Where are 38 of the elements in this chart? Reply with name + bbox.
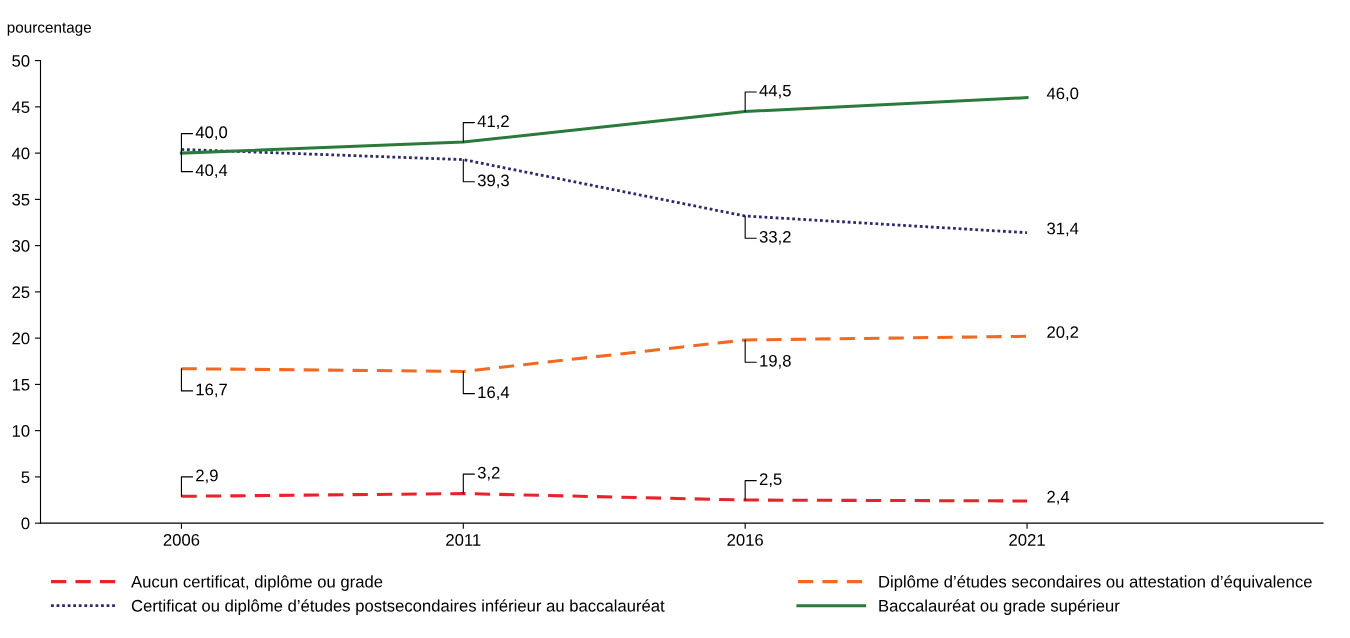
x-tick-label: 2016 <box>727 534 763 546</box>
y-axis-title: pourcentage <box>7 22 92 36</box>
y-tick-label: 10 <box>12 425 30 437</box>
legend-label: Baccalauréat ou grade supérieur <box>879 599 1120 615</box>
data-label: 2,4 <box>1047 490 1070 505</box>
y-tick-label: 5 <box>21 471 30 484</box>
line-series <box>179 492 1029 503</box>
data-label: 31,4 <box>1047 222 1079 237</box>
data-label: 40,4 <box>195 164 228 179</box>
data-label: 3,2 <box>477 466 500 481</box>
legend-label: Aucun certificat, diplôme ou grade <box>131 575 383 591</box>
x-tick-label: 2006 <box>163 534 200 546</box>
data-label: 41,2 <box>477 115 509 130</box>
y-tick-label: 30 <box>12 240 30 252</box>
data-label: 46,0 <box>1046 87 1079 102</box>
data-label: 39,3 <box>477 174 509 189</box>
y-tick-label: 45 <box>11 101 30 114</box>
y-tick-label: 50 <box>12 55 30 67</box>
legend-label: Diplôme d’études secondaires ou attestation d’équivalence <box>879 575 1312 591</box>
line-series <box>179 334 1029 373</box>
data-label: 33,2 <box>759 230 791 245</box>
data-label: 2,5 <box>759 473 782 488</box>
y-tick-label: 35 <box>12 193 30 206</box>
data-label: 44,5 <box>759 84 791 99</box>
y-tick-label: 15 <box>12 378 30 391</box>
data-label: 16,7 <box>196 383 227 398</box>
data-label: 2,9 <box>196 469 218 484</box>
data-label: 19,8 <box>760 354 791 369</box>
y-tick-label: 0 <box>21 517 30 530</box>
y-tick-label: 25 <box>12 286 30 299</box>
x-tick-label: 2011 <box>446 534 481 546</box>
data-label: 16,4 <box>478 386 510 401</box>
x-tick-label: 2021 <box>1009 534 1045 546</box>
y-tick-label: 20 <box>12 332 30 345</box>
data-label: 40,0 <box>195 126 228 141</box>
data-label: 20,2 <box>1047 326 1079 340</box>
y-tick-label: 40 <box>11 147 30 160</box>
legend-label: Certificat ou diplôme d’études postsecondaires inférieur au baccalauréat <box>131 599 665 615</box>
